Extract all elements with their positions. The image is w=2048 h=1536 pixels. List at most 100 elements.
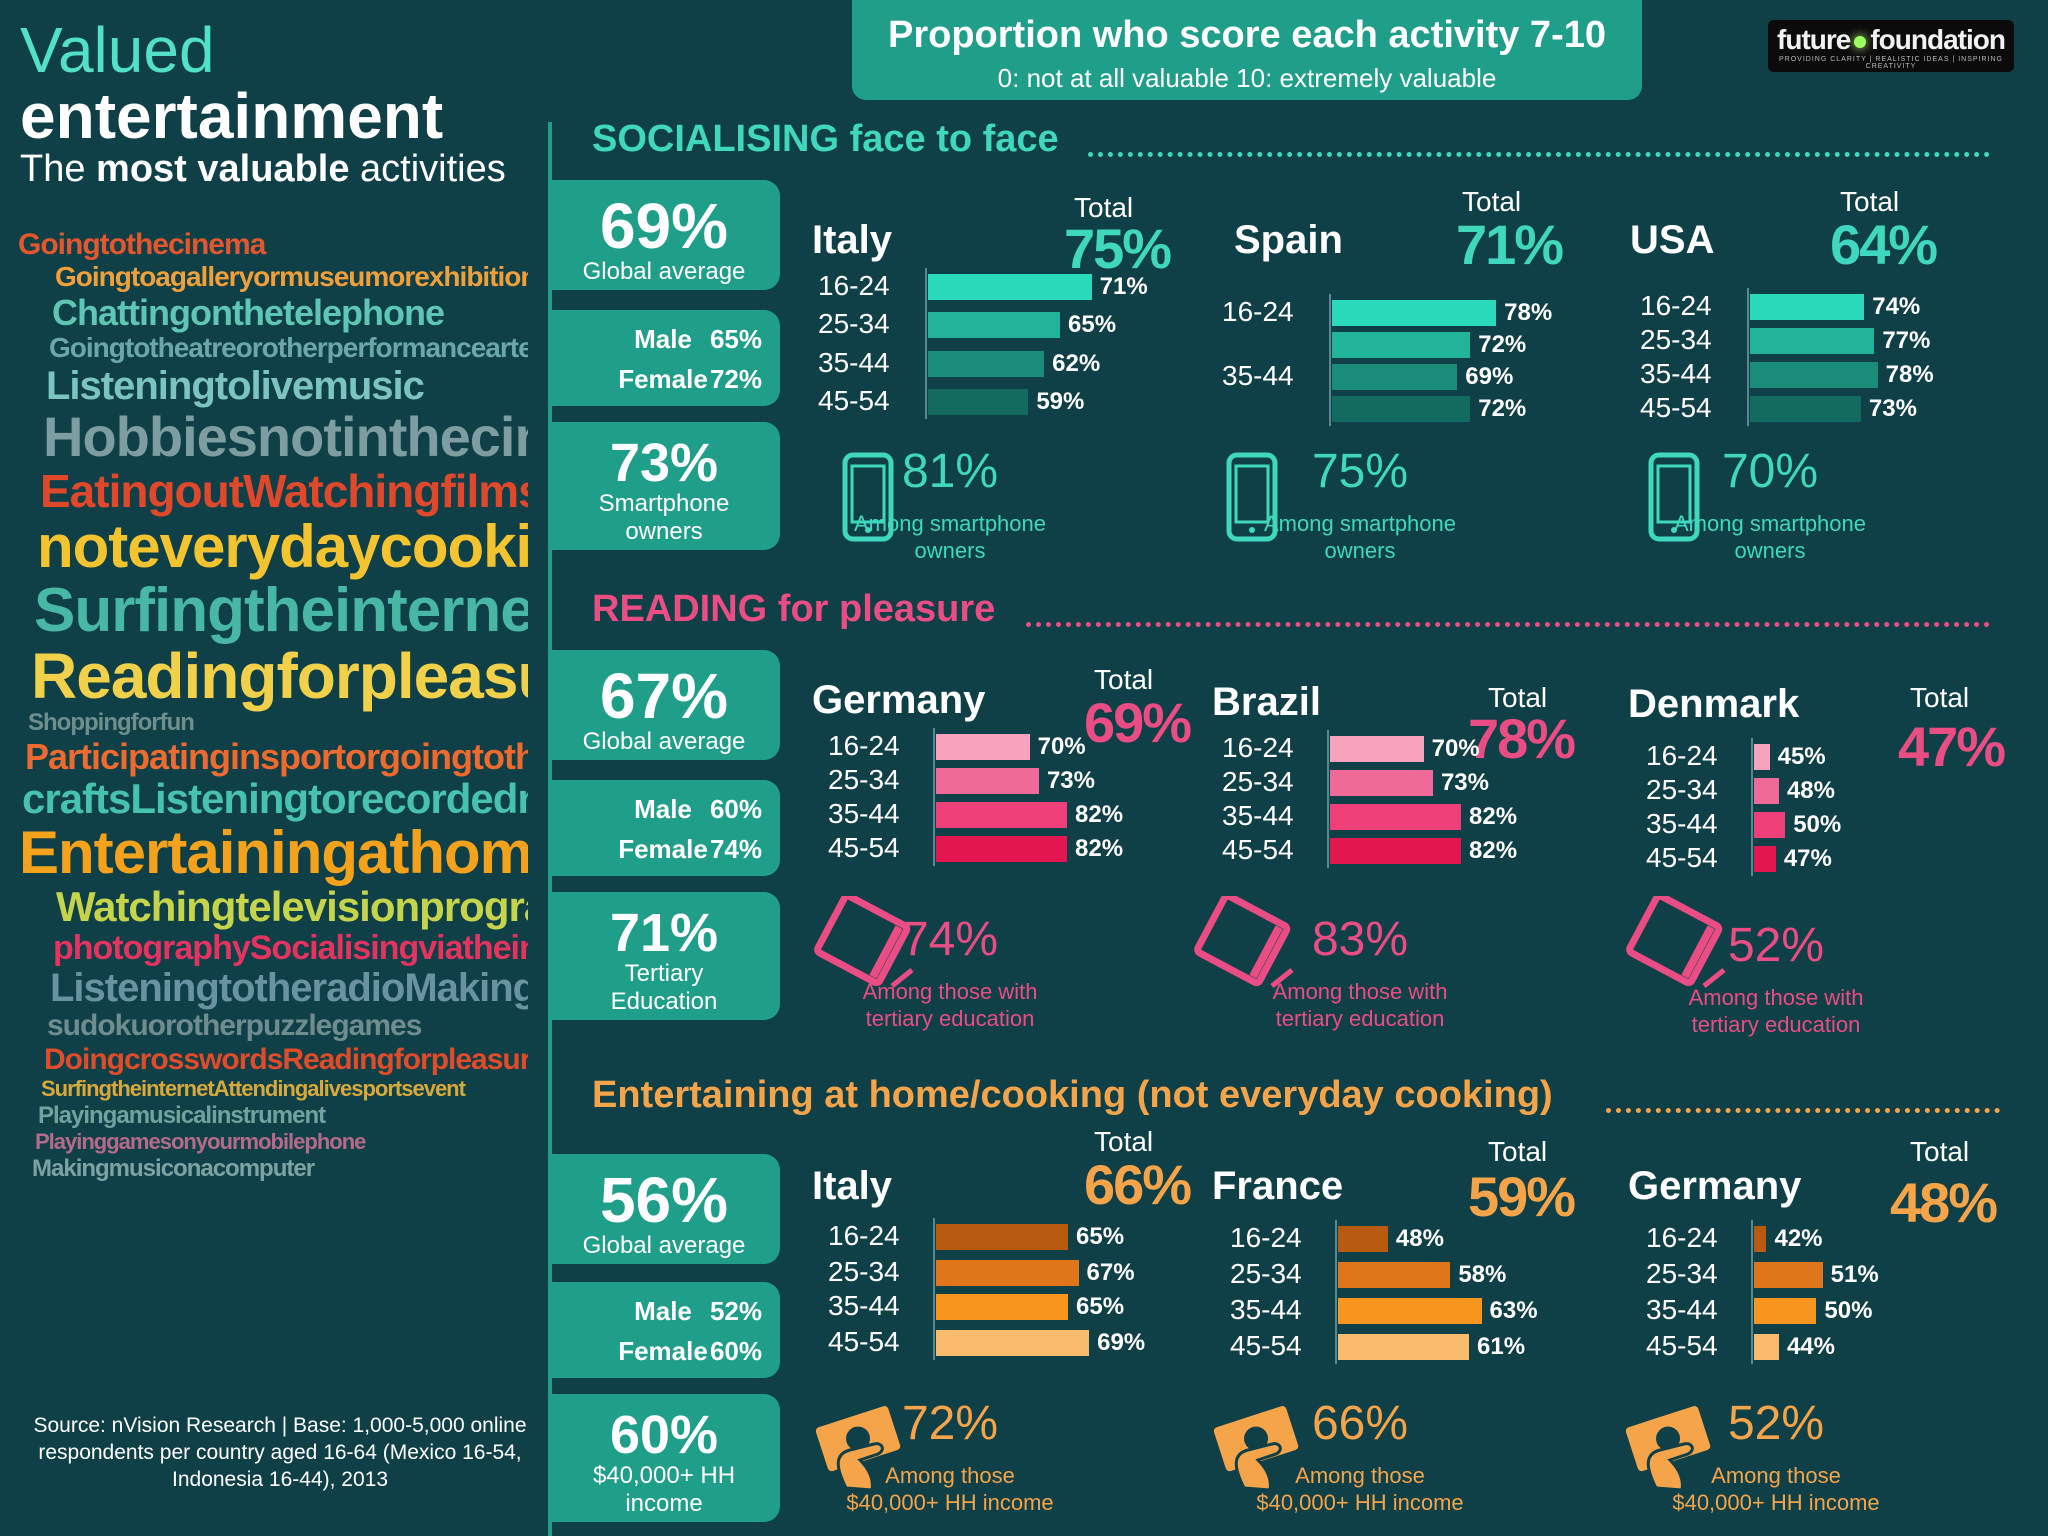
header-box: Proportion who score each activity 7-10 … — [852, 0, 1642, 100]
bar-value-label: 69% — [1097, 1329, 1146, 1356]
sub-segment-value: 81% — [901, 445, 999, 498]
word-cloud-term: DoingcrosswordsReadingforpleasure — [44, 1042, 528, 1076]
bar — [1330, 770, 1433, 796]
title-line-2: entertainment — [20, 80, 444, 152]
sub-segment-text-1: Among smartphone — [1264, 511, 1456, 536]
age-label: 16-24 — [828, 730, 900, 761]
word-cloud-term: Watchingtelevisionprogrammes — [56, 882, 528, 930]
bar-value-label: 72% — [1478, 331, 1527, 358]
bar-value-label: 48% — [1395, 1225, 1444, 1252]
sub-segment-text-1: Among those — [1295, 1463, 1425, 1488]
bar — [1332, 332, 1471, 358]
bar-value-label: 70% — [1431, 735, 1480, 762]
bar — [1332, 364, 1458, 390]
bar — [1750, 396, 1861, 422]
age-label: 35-44 — [818, 347, 890, 378]
age-label: 35-44 — [1222, 360, 1294, 391]
age-label: 16-24 — [1222, 296, 1294, 327]
bar-value-label: 50% — [1824, 1297, 1873, 1324]
bar-value-label: 51% — [1830, 1261, 1879, 1288]
male-value: 65% — [709, 324, 762, 354]
bar-value-label: 58% — [1458, 1261, 1507, 1288]
sub-segment-value: 74% — [901, 913, 999, 966]
total-value: 75% — [1064, 217, 1172, 280]
smartphone-icon — [842, 452, 894, 547]
bar-value-label: 62% — [1052, 350, 1101, 377]
global-average-label: Global average — [582, 258, 746, 285]
total-label: Total — [1488, 682, 1548, 713]
total-value: 64% — [1830, 213, 1938, 276]
bar — [1754, 1298, 1817, 1324]
bar-value-label: 63% — [1489, 1297, 1538, 1324]
title-line-1: Valued — [20, 14, 215, 86]
word-cloud-term: Goingtoagalleryormuseumorexhibition — [55, 261, 528, 293]
word-cloud-term: Hobbiesnotinthecinema — [43, 404, 528, 468]
segment-box: 71% Tertiary Education — [548, 892, 780, 1020]
bar — [936, 1330, 1090, 1356]
bar — [1330, 736, 1424, 762]
female-value: 74% — [709, 834, 762, 864]
bar-value-label: 82% — [1075, 801, 1124, 828]
bar — [1750, 362, 1878, 388]
bar-value-label: 82% — [1469, 837, 1518, 864]
segment-value: 71% — [609, 903, 719, 963]
age-label: 35-44 — [828, 798, 900, 829]
global-average-box: 67% Global average — [548, 650, 780, 760]
bar-value-label: 65% — [1076, 1293, 1125, 1320]
section-divider-dots — [1026, 622, 1990, 627]
word-cloud-term: Goingtothecinema — [18, 230, 266, 261]
bar-value-label: 78% — [1885, 361, 1934, 388]
segment-value: 73% — [609, 433, 719, 493]
age-label: 35-44 — [1640, 358, 1712, 389]
age-label: 45-54 — [828, 1326, 900, 1357]
title-line-3: The most valuable activities — [20, 148, 506, 191]
word-cloud-term: EatingoutWatchingfilms — [40, 464, 528, 517]
age-label: 25-34 — [1646, 1258, 1718, 1289]
bar — [1332, 300, 1497, 326]
total-label: Total — [1488, 1136, 1548, 1167]
word-cloud-term: Readingforpleasure — [31, 640, 528, 713]
age-label: 25-34 — [828, 764, 900, 795]
bar-value-label: 44% — [1786, 1333, 1835, 1360]
section-title: SOCIALISING face to face — [592, 118, 1059, 160]
male-row: Male 65% — [564, 324, 762, 355]
money-hand-icon — [1625, 1394, 1722, 1499]
bar-value-label: 73% — [1046, 767, 1095, 794]
sub-segment-text-2: tertiary education — [865, 1006, 1035, 1031]
smartphone-icon — [1648, 452, 1700, 547]
word-cloud-term: SurfingtheinternetAttendingalivesportsev… — [41, 1076, 466, 1102]
word-cloud-term: Chattingonthetelephone — [52, 291, 445, 333]
age-label: 16-24 — [1646, 1222, 1718, 1253]
female-row: Female 60% — [564, 1336, 762, 1367]
bar-value-label: 73% — [1868, 395, 1917, 422]
bar-value-label: 42% — [1774, 1225, 1823, 1252]
country-name: Denmark — [1628, 682, 1800, 726]
global-average-box: 69% Global average — [548, 180, 780, 290]
bar-value-label: 70% — [1037, 733, 1086, 760]
age-label: 16-24 — [828, 1220, 900, 1251]
age-label: 35-44 — [1230, 1294, 1302, 1325]
age-label: 45-54 — [1230, 1330, 1302, 1361]
age-label: 35-44 — [1646, 808, 1718, 839]
sub-segment-text-2: owners — [1324, 538, 1396, 563]
bar-axis — [1751, 738, 1753, 876]
word-cloud-term: sudokuorotherpuzzlegames — [47, 1009, 422, 1043]
money-hand-icon — [815, 1394, 912, 1499]
country-name: Germany — [812, 678, 986, 722]
global-average-box: 56% Global average — [548, 1154, 780, 1264]
bar — [1330, 838, 1462, 864]
age-label: 35-44 — [1222, 800, 1294, 831]
bar — [1754, 1226, 1767, 1252]
word-cloud-term: Listeningtolivemusic — [46, 363, 425, 408]
bar — [1754, 744, 1770, 770]
word-cloud-term: Playingamusicalinstrument — [38, 1101, 326, 1129]
bar — [928, 274, 1092, 300]
segment-box: 73% Smartphone owners — [548, 422, 780, 550]
source-note: Source: nVision Research | Base: 1,000-5… — [33, 1414, 527, 1491]
sub-segment-value: 75% — [1311, 445, 1409, 498]
bar — [936, 1224, 1068, 1250]
sub-segment-value: 52% — [1727, 1397, 1825, 1450]
sub-segment-text-1: Among smartphone — [1674, 511, 1866, 536]
gender-box: Male 60% Female 74% — [548, 780, 780, 876]
